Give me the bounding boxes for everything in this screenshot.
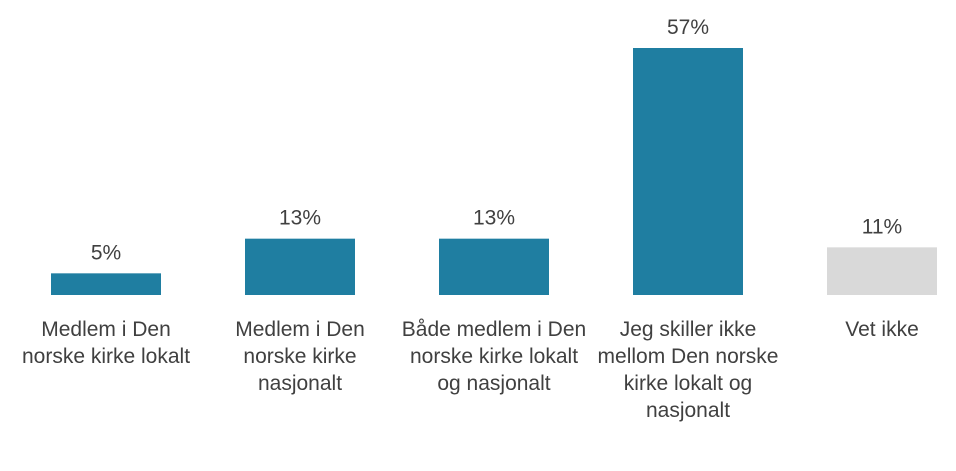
bar [439,238,549,295]
value-label: 13% [473,207,515,230]
bar [245,238,355,295]
category-label: Medlem i Den norske kirke nasjonalt [235,318,365,395]
bar [51,273,161,295]
category-label: Jeg skiller ikke mellom Den norske kirke… [597,318,779,422]
value-label: 13% [279,207,321,230]
category-label: Vet ikke [845,318,919,341]
value-label: 11% [862,215,902,238]
value-label: 5% [91,241,121,264]
bar [827,247,937,295]
category-label: Både medlem i Den norske kirke lokalt og… [401,318,587,395]
value-label: 57% [667,16,709,39]
category-label: Medlem i Den norske kirke lokalt [21,318,191,368]
bar [633,48,743,295]
